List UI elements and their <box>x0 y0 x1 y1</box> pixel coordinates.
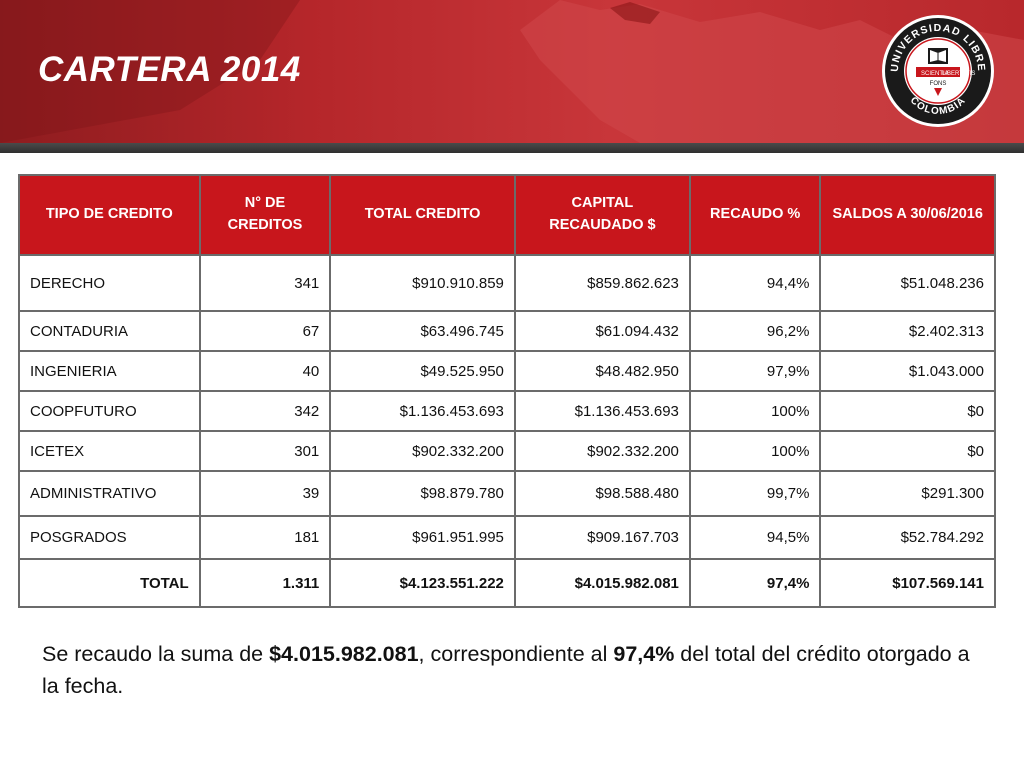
cell-saldo: $1.043.000 <box>819 350 996 392</box>
table-total-row: TOTAL 1.311 $4.123.551.222 $4.015.982.08… <box>18 558 996 608</box>
header-num-creditos: N° DE CREDITOS <box>198 174 332 256</box>
table-header-row: TIPO DE CREDITO N° DE CREDITOS TOTAL CRE… <box>18 174 996 256</box>
cell-capital: $859.862.623 <box>513 254 691 312</box>
header-banner: CARTERA 2014 UNIVERSIDAD LIBRE COLOMBIA … <box>0 0 1024 143</box>
cell-pct: 97,9% <box>688 350 822 392</box>
cell-num: 181 <box>198 515 332 560</box>
cell-total: $98.879.780 <box>329 470 516 517</box>
cell-saldo: $291.300 <box>819 470 996 517</box>
table-row: COOPFUTURO 342 $1.136.453.693 $1.136.453… <box>18 390 996 432</box>
total-label: TOTAL <box>18 558 201 608</box>
cell-pct: 99,7% <box>688 470 822 517</box>
header-divider-bar <box>0 143 1024 153</box>
cell-saldo: $52.784.292 <box>819 515 996 560</box>
total-saldo: $107.569.141 <box>819 558 996 608</box>
header-tipo-credito: TIPO DE CREDITO <box>18 174 201 256</box>
header-capital-recaudado: CAPITAL RECAUDADO $ <box>513 174 691 256</box>
cell-total: $902.332.200 <box>329 430 516 472</box>
cell-tipo: POSGRADOS <box>18 515 201 560</box>
cell-total: $910.910.859 <box>329 254 516 312</box>
cell-total: $1.136.453.693 <box>329 390 516 432</box>
total-num: 1.311 <box>198 558 332 608</box>
total-capital: $4.015.982.081 <box>513 558 691 608</box>
cell-num: 342 <box>198 390 332 432</box>
cell-pct: 94,5% <box>688 515 822 560</box>
slide-title: CARTERA 2014 <box>38 50 301 89</box>
cell-pct: 100% <box>688 390 822 432</box>
cell-capital: $48.482.950 <box>513 350 691 392</box>
cell-num: 67 <box>198 310 332 352</box>
summary-part-2: , correspondiente al <box>418 642 614 666</box>
summary-part-1: Se recaudo la suma de <box>42 642 270 666</box>
cell-capital: $98.588.480 <box>513 470 691 517</box>
svg-text:LIBERTATIS: LIBERTATIS <box>942 71 975 77</box>
summary-percent: 97,4% <box>613 642 675 666</box>
cell-saldo: $2.402.313 <box>819 310 996 352</box>
cell-pct: 100% <box>688 430 822 472</box>
cell-capital: $909.167.703 <box>513 515 691 560</box>
table-row: DERECHO 341 $910.910.859 $859.862.623 94… <box>18 254 996 312</box>
summary-amount: $4.015.982.081 <box>269 642 419 666</box>
summary-part-3: del total del crédito otorgado a la fech… <box>42 642 970 698</box>
cell-tipo: DERECHO <box>18 254 201 312</box>
total-pct: 97,4% <box>688 558 822 608</box>
cell-tipo: ADMINISTRATIVO <box>18 470 201 517</box>
svg-text:SCIENTIA: SCIENTIA <box>921 71 949 77</box>
cell-saldo: $51.048.236 <box>819 254 996 312</box>
cell-capital: $61.094.432 <box>513 310 691 352</box>
header-recaudo-pct: RECAUDO % <box>688 174 822 256</box>
table-row: CONTADURIA 67 $63.496.745 $61.094.432 96… <box>18 310 996 352</box>
table-row: ICETEX 301 $902.332.200 $902.332.200 100… <box>18 430 996 472</box>
cell-num: 40 <box>198 350 332 392</box>
cell-tipo: CONTADURIA <box>18 310 201 352</box>
cell-tipo: COOPFUTURO <box>18 390 201 432</box>
table-row: INGENIERIA 40 $49.525.950 $48.482.950 97… <box>18 350 996 392</box>
cell-num: 301 <box>198 430 332 472</box>
credit-portfolio-table: TIPO DE CREDITO N° DE CREDITOS TOTAL CRE… <box>18 174 996 608</box>
cell-tipo: INGENIERIA <box>18 350 201 392</box>
cell-capital: $1.136.453.693 <box>513 390 691 432</box>
cell-saldo: $0 <box>819 390 996 432</box>
cell-num: 39 <box>198 470 332 517</box>
cell-pct: 96,2% <box>688 310 822 352</box>
svg-text:FONS: FONS <box>930 81 947 87</box>
cell-total: $961.951.995 <box>329 515 516 560</box>
table-row: ADMINISTRATIVO 39 $98.879.780 $98.588.48… <box>18 470 996 517</box>
table-row: POSGRADOS 181 $961.951.995 $909.167.703 … <box>18 515 996 560</box>
cell-num: 341 <box>198 254 332 312</box>
header-saldos: SALDOS A 30/06/2016 <box>819 174 996 256</box>
university-seal-logo: UNIVERSIDAD LIBRE COLOMBIA SCIENTIA FONS… <box>882 15 994 127</box>
cell-tipo: ICETEX <box>18 430 201 472</box>
cell-total: $49.525.950 <box>329 350 516 392</box>
cell-capital: $902.332.200 <box>513 430 691 472</box>
total-credito: $4.123.551.222 <box>329 558 516 608</box>
cell-saldo: $0 <box>819 430 996 472</box>
cell-total: $63.496.745 <box>329 310 516 352</box>
summary-text: Se recaudo la suma de $4.015.982.081, co… <box>42 638 982 702</box>
cell-pct: 94,4% <box>688 254 822 312</box>
header-total-credito: TOTAL CREDITO <box>329 174 516 256</box>
